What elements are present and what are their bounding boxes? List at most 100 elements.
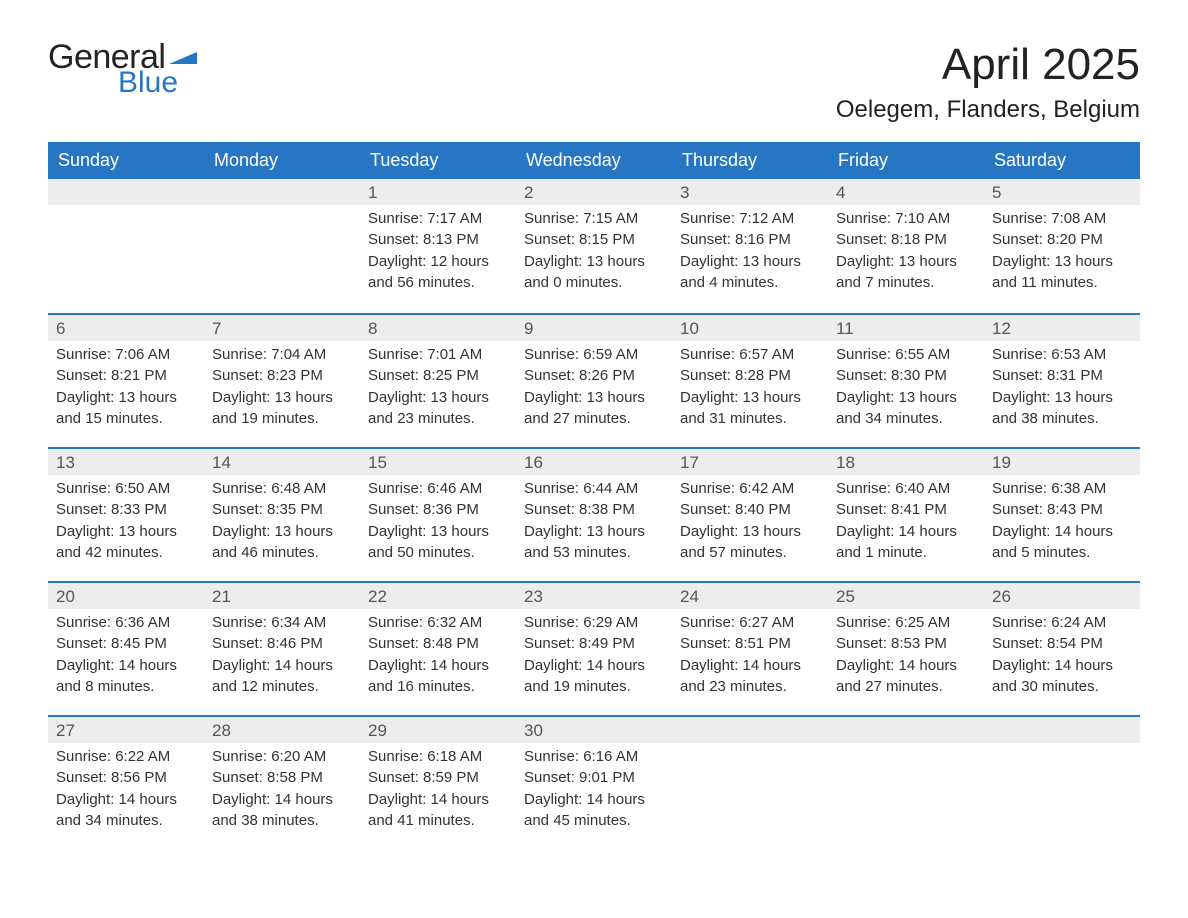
day-number: 27 bbox=[48, 717, 204, 743]
calendar-cell: 5Sunrise: 7:08 AMSunset: 8:20 PMDaylight… bbox=[984, 179, 1140, 313]
day-number: 3 bbox=[672, 179, 828, 205]
day-details: Sunrise: 7:08 AMSunset: 8:20 PMDaylight:… bbox=[984, 205, 1140, 306]
week-row: 6Sunrise: 7:06 AMSunset: 8:21 PMDaylight… bbox=[48, 313, 1140, 447]
day-details bbox=[672, 743, 828, 759]
day-detail-line: Sunrise: 6:53 AM bbox=[992, 345, 1132, 365]
day-details: Sunrise: 7:15 AMSunset: 8:15 PMDaylight:… bbox=[516, 205, 672, 306]
day-detail-line: and 34 minutes. bbox=[56, 811, 196, 831]
day-detail-line: and 27 minutes. bbox=[836, 677, 976, 697]
day-detail-line: Sunset: 8:56 PM bbox=[56, 768, 196, 788]
day-detail-line: and 56 minutes. bbox=[368, 273, 508, 293]
day-number: 15 bbox=[360, 449, 516, 475]
day-detail-line: and 53 minutes. bbox=[524, 543, 664, 563]
calendar-cell: 8Sunrise: 7:01 AMSunset: 8:25 PMDaylight… bbox=[360, 315, 516, 447]
day-detail-line: and 31 minutes. bbox=[680, 409, 820, 429]
day-detail-line: Daylight: 14 hours bbox=[56, 656, 196, 676]
day-number: 29 bbox=[360, 717, 516, 743]
calendar-cell: 21Sunrise: 6:34 AMSunset: 8:46 PMDayligh… bbox=[204, 583, 360, 715]
day-detail-line: Daylight: 13 hours bbox=[56, 522, 196, 542]
day-details: Sunrise: 6:59 AMSunset: 8:26 PMDaylight:… bbox=[516, 341, 672, 442]
day-number bbox=[672, 717, 828, 743]
day-detail-line: and 45 minutes. bbox=[524, 811, 664, 831]
day-detail-line: Sunrise: 7:08 AM bbox=[992, 209, 1132, 229]
day-detail-line: Daylight: 13 hours bbox=[992, 252, 1132, 272]
calendar-cell: 29Sunrise: 6:18 AMSunset: 8:59 PMDayligh… bbox=[360, 717, 516, 849]
calendar-cell: 25Sunrise: 6:25 AMSunset: 8:53 PMDayligh… bbox=[828, 583, 984, 715]
day-number: 16 bbox=[516, 449, 672, 475]
day-number: 25 bbox=[828, 583, 984, 609]
day-details: Sunrise: 6:22 AMSunset: 8:56 PMDaylight:… bbox=[48, 743, 204, 844]
day-number: 28 bbox=[204, 717, 360, 743]
day-number: 4 bbox=[828, 179, 984, 205]
day-detail-line: and 8 minutes. bbox=[56, 677, 196, 697]
day-detail-line: and 0 minutes. bbox=[524, 273, 664, 293]
day-detail-line: Sunset: 9:01 PM bbox=[524, 768, 664, 788]
day-detail-line: Sunset: 8:30 PM bbox=[836, 366, 976, 386]
day-detail-line: and 27 minutes. bbox=[524, 409, 664, 429]
day-detail-line: Daylight: 12 hours bbox=[368, 252, 508, 272]
week-row: 13Sunrise: 6:50 AMSunset: 8:33 PMDayligh… bbox=[48, 447, 1140, 581]
day-number: 2 bbox=[516, 179, 672, 205]
day-details: Sunrise: 6:20 AMSunset: 8:58 PMDaylight:… bbox=[204, 743, 360, 844]
day-detail-line: Sunrise: 6:59 AM bbox=[524, 345, 664, 365]
day-detail-line: Sunrise: 6:55 AM bbox=[836, 345, 976, 365]
day-detail-line: Sunset: 8:31 PM bbox=[992, 366, 1132, 386]
day-details: Sunrise: 7:01 AMSunset: 8:25 PMDaylight:… bbox=[360, 341, 516, 442]
weekday-monday: Monday bbox=[204, 142, 360, 179]
day-detail-line: and 23 minutes. bbox=[368, 409, 508, 429]
day-detail-line: Daylight: 13 hours bbox=[212, 522, 352, 542]
day-detail-line: Sunset: 8:49 PM bbox=[524, 634, 664, 654]
day-number: 9 bbox=[516, 315, 672, 341]
calendar-cell: 2Sunrise: 7:15 AMSunset: 8:15 PMDaylight… bbox=[516, 179, 672, 313]
day-details: Sunrise: 6:44 AMSunset: 8:38 PMDaylight:… bbox=[516, 475, 672, 576]
calendar-cell: 4Sunrise: 7:10 AMSunset: 8:18 PMDaylight… bbox=[828, 179, 984, 313]
day-number bbox=[984, 717, 1140, 743]
day-detail-line: Sunrise: 6:16 AM bbox=[524, 747, 664, 767]
day-detail-line: and 42 minutes. bbox=[56, 543, 196, 563]
calendar-cell bbox=[672, 717, 828, 849]
day-detail-line: Sunrise: 6:48 AM bbox=[212, 479, 352, 499]
day-detail-line: Daylight: 13 hours bbox=[212, 388, 352, 408]
day-number: 14 bbox=[204, 449, 360, 475]
day-details: Sunrise: 7:04 AMSunset: 8:23 PMDaylight:… bbox=[204, 341, 360, 442]
day-number bbox=[828, 717, 984, 743]
logo: General Blue bbox=[48, 40, 197, 98]
day-detail-line: and 12 minutes. bbox=[212, 677, 352, 697]
day-detail-line: Daylight: 14 hours bbox=[524, 656, 664, 676]
day-detail-line: Sunset: 8:33 PM bbox=[56, 500, 196, 520]
week-row: 1Sunrise: 7:17 AMSunset: 8:13 PMDaylight… bbox=[48, 179, 1140, 313]
day-number: 19 bbox=[984, 449, 1140, 475]
day-details: Sunrise: 7:06 AMSunset: 8:21 PMDaylight:… bbox=[48, 341, 204, 442]
day-detail-line: Sunset: 8:40 PM bbox=[680, 500, 820, 520]
day-detail-line: and 19 minutes. bbox=[524, 677, 664, 697]
calendar-cell: 9Sunrise: 6:59 AMSunset: 8:26 PMDaylight… bbox=[516, 315, 672, 447]
day-details bbox=[204, 205, 360, 221]
day-detail-line: Daylight: 13 hours bbox=[368, 522, 508, 542]
day-detail-line: Sunrise: 6:20 AM bbox=[212, 747, 352, 767]
calendar-cell bbox=[984, 717, 1140, 849]
day-detail-line: Sunset: 8:43 PM bbox=[992, 500, 1132, 520]
logo-text-blue: Blue bbox=[118, 68, 197, 98]
day-detail-line: and 4 minutes. bbox=[680, 273, 820, 293]
calendar-cell: 7Sunrise: 7:04 AMSunset: 8:23 PMDaylight… bbox=[204, 315, 360, 447]
day-detail-line: Sunset: 8:45 PM bbox=[56, 634, 196, 654]
day-detail-line: and 30 minutes. bbox=[992, 677, 1132, 697]
day-detail-line: and 46 minutes. bbox=[212, 543, 352, 563]
day-detail-line: and 11 minutes. bbox=[992, 273, 1132, 293]
calendar-cell: 15Sunrise: 6:46 AMSunset: 8:36 PMDayligh… bbox=[360, 449, 516, 581]
day-detail-line: Sunset: 8:35 PM bbox=[212, 500, 352, 520]
calendar-cell: 13Sunrise: 6:50 AMSunset: 8:33 PMDayligh… bbox=[48, 449, 204, 581]
day-number: 11 bbox=[828, 315, 984, 341]
day-detail-line: Sunrise: 6:25 AM bbox=[836, 613, 976, 633]
day-detail-line: Sunset: 8:48 PM bbox=[368, 634, 508, 654]
day-detail-line: Sunrise: 7:12 AM bbox=[680, 209, 820, 229]
day-detail-line: Sunset: 8:36 PM bbox=[368, 500, 508, 520]
day-details: Sunrise: 6:32 AMSunset: 8:48 PMDaylight:… bbox=[360, 609, 516, 710]
title-block: April 2025 Oelegem, Flanders, Belgium bbox=[836, 40, 1140, 124]
day-detail-line: Sunrise: 7:01 AM bbox=[368, 345, 508, 365]
calendar-cell bbox=[828, 717, 984, 849]
day-number: 6 bbox=[48, 315, 204, 341]
day-details: Sunrise: 6:55 AMSunset: 8:30 PMDaylight:… bbox=[828, 341, 984, 442]
day-number bbox=[48, 179, 204, 205]
day-detail-line: and 19 minutes. bbox=[212, 409, 352, 429]
